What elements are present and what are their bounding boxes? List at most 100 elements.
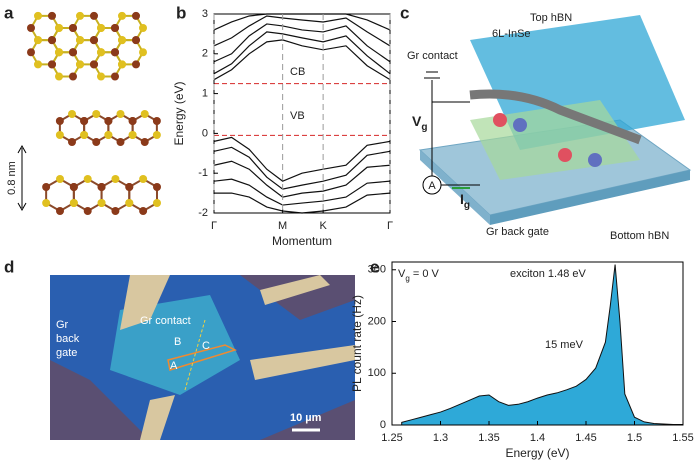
band-line [214, 192, 391, 214]
ammeter [422, 175, 442, 195]
y-tick-label: 1 [202, 88, 208, 100]
atom [42, 199, 51, 207]
plot-frame [213, 13, 391, 214]
x-tick-label: 1.5 [627, 432, 642, 444]
annotation: 15 meV [545, 339, 584, 351]
annotation-part: = 0 V [410, 268, 440, 280]
label: Bottom hBN [610, 230, 669, 242]
label-main: V [412, 113, 422, 129]
label: Gr contact [407, 50, 458, 62]
atom [132, 11, 140, 20]
atom [128, 131, 137, 139]
band-line [213, 23, 391, 63]
y-tick-label: 0 [380, 419, 386, 431]
band-line [213, 31, 391, 75]
gr-contact [469, 89, 642, 145]
atom [34, 36, 42, 45]
atom [69, 183, 78, 191]
atom [27, 24, 35, 32]
panel-label: d [4, 257, 14, 276]
atom [55, 48, 63, 57]
atom [116, 110, 125, 118]
label: Top hBN [530, 12, 572, 24]
label: Ig [460, 191, 470, 211]
atom [83, 207, 92, 215]
atom [152, 117, 161, 125]
x-tick-label: 1.55 [672, 432, 693, 444]
bond [83, 112, 110, 144]
electrode [250, 345, 355, 380]
atom [56, 207, 64, 215]
x-tick-label: Γ [211, 220, 217, 232]
x-tick-label: Γ [387, 220, 393, 232]
scale-label: 10 µm [290, 412, 322, 424]
atom [152, 199, 161, 207]
atom [152, 131, 161, 139]
crystal-structure: 0.8 nm [6, 11, 161, 215]
x-axis-label: Momentum [272, 234, 332, 248]
atom [76, 11, 84, 20]
atom [152, 183, 161, 191]
scale-label: 0.8 nm [6, 161, 18, 195]
x-tick-label: K [319, 220, 327, 232]
area [401, 264, 684, 426]
x-tick-label: 1.4 [530, 432, 545, 444]
atom [125, 199, 134, 207]
y-axis-label: Energy (eV) [172, 81, 186, 145]
atom [104, 131, 113, 139]
electrode [260, 275, 330, 305]
y-tick-label: 100 [368, 367, 386, 379]
bond [113, 14, 145, 42]
atom [69, 24, 77, 32]
atom [111, 48, 119, 57]
atom [27, 48, 35, 57]
label-sub: g [464, 200, 470, 211]
hole [493, 113, 507, 127]
label: Vg [412, 113, 427, 133]
bond [113, 39, 145, 66]
label: Gr back gate [486, 226, 549, 238]
annotation: CB [290, 66, 305, 78]
x-tick-label: 1.3 [433, 432, 448, 444]
label: A [428, 180, 436, 192]
annotation: VB [290, 110, 305, 122]
bond [107, 112, 134, 144]
x-axis-label: Energy (eV) [505, 446, 569, 460]
atom [139, 207, 148, 215]
bond [128, 177, 158, 213]
point-label: B [174, 336, 181, 348]
electrode [140, 395, 175, 440]
atom [111, 72, 119, 81]
band-line [213, 160, 391, 198]
atom [139, 48, 147, 57]
bond [58, 112, 86, 144]
bond [131, 112, 158, 144]
label-main: I [460, 191, 464, 207]
arrow-heads [17, 144, 27, 212]
band-line [213, 13, 391, 31]
atom [111, 175, 120, 183]
atom [128, 117, 137, 125]
band-line [213, 178, 391, 206]
atom [92, 110, 101, 118]
atom [83, 175, 92, 183]
micrograph: Gr contact Gr back gate B C A 10 µm [50, 275, 355, 440]
atom [104, 117, 113, 125]
label: gate [56, 347, 77, 359]
atom [97, 199, 106, 207]
atom [55, 23, 63, 32]
label: Gr contact [140, 315, 191, 327]
atom [139, 24, 147, 32]
atom [125, 183, 134, 191]
label: 6L-InSe [492, 28, 531, 40]
bond [45, 177, 75, 213]
cut-line [184, 319, 206, 391]
atom [111, 207, 120, 215]
atom [48, 60, 56, 69]
atom [97, 72, 105, 81]
atom [76, 60, 84, 69]
atom [34, 60, 42, 69]
device-schematic: Top hBN 6L-InSe Gr contact Vg Ig A Gr ba… [407, 12, 692, 242]
